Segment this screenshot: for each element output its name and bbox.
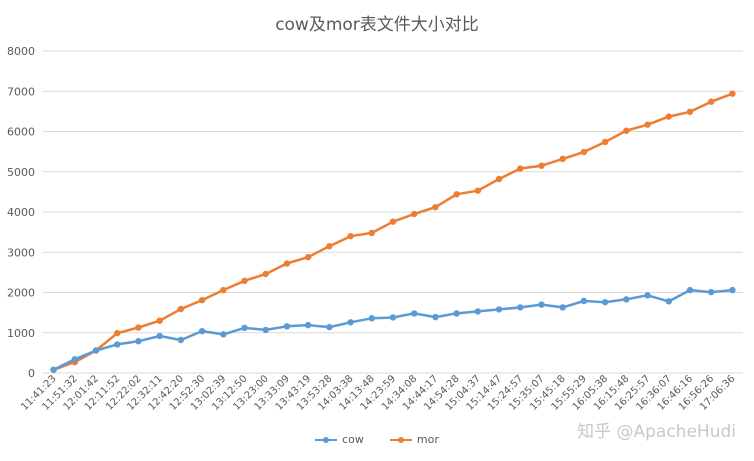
- data-point-mor: [411, 210, 418, 218]
- legend-swatch-mor: [389, 436, 412, 443]
- data-point-mor: [707, 98, 715, 105]
- data-point-cow: [50, 366, 57, 373]
- data-point-mor: [241, 277, 248, 285]
- data-point-cow: [347, 319, 354, 326]
- data-point-cow: [559, 304, 566, 311]
- data-point-cow: [474, 308, 482, 315]
- data-point-cow: [644, 292, 651, 299]
- legend-item-mor: mor: [389, 433, 439, 446]
- data-point-mor: [601, 138, 609, 146]
- y-tick-label: 0: [28, 367, 35, 380]
- series-mor: [50, 90, 736, 373]
- data-point-cow: [389, 314, 397, 321]
- data-point-mor: [580, 148, 588, 156]
- data-point-cow: [135, 338, 142, 345]
- data-point-cow: [432, 313, 439, 321]
- legend: cow mor: [0, 433, 754, 446]
- data-point-cow: [686, 286, 694, 294]
- data-point-cow: [707, 288, 715, 296]
- data-point-mor: [474, 187, 482, 194]
- data-point-mor: [453, 191, 460, 198]
- data-point-cow: [368, 315, 375, 322]
- legend-swatch-cow: [315, 436, 338, 443]
- data-point-cow: [411, 310, 418, 317]
- legend-item-cow: cow: [315, 433, 364, 446]
- data-point-mor: [198, 296, 206, 304]
- data-point-cow: [601, 298, 609, 306]
- legend-label-mor: mor: [416, 433, 439, 446]
- data-point-mor: [432, 203, 439, 211]
- data-point-cow: [495, 306, 503, 313]
- data-point-mor: [644, 121, 651, 128]
- data-point-mor: [326, 243, 333, 250]
- y-axis-ticks: 0 1000 2000 3000 4000 5000 6000 7000 8000: [7, 45, 35, 380]
- data-point-mor: [538, 162, 545, 169]
- data-point-cow: [580, 297, 588, 305]
- data-point-mor: [347, 232, 354, 240]
- watermark: 知乎 @ApacheHudi: [577, 422, 736, 442]
- x-axis-ticks: 11:41:2311:51:3212:01:4212:11:5212:22:02…: [19, 373, 737, 413]
- data-point-cow: [538, 301, 545, 308]
- data-point-mor: [729, 90, 736, 97]
- y-tick-label: 5000: [7, 166, 35, 179]
- data-point-cow: [665, 298, 672, 305]
- legend-label-cow: cow: [342, 433, 364, 446]
- data-point-cow: [220, 331, 227, 338]
- data-point-cow: [92, 347, 100, 354]
- data-point-cow: [198, 327, 206, 335]
- data-point-cow: [283, 323, 291, 330]
- data-point-mor: [559, 155, 566, 163]
- data-point-cow: [453, 310, 460, 317]
- data-point-mor: [135, 324, 142, 331]
- data-point-cow: [729, 286, 736, 294]
- data-point-cow: [241, 324, 248, 332]
- data-point-mor: [495, 175, 503, 183]
- data-point-mor: [665, 113, 672, 120]
- data-point-mor: [623, 127, 630, 134]
- data-point-mor: [686, 108, 694, 115]
- series-line-mor: [53, 92, 733, 371]
- data-point-mor: [177, 305, 185, 313]
- data-point-mor: [389, 218, 397, 225]
- data-point-mor: [283, 260, 291, 267]
- y-tick-label: 8000: [7, 45, 35, 58]
- data-point-cow: [114, 341, 121, 348]
- data-point-mor: [220, 286, 227, 294]
- data-point-cow: [623, 296, 630, 303]
- y-tick-label: 6000: [7, 126, 35, 139]
- data-point-cow: [177, 336, 185, 344]
- y-tick-label: 3000: [7, 246, 35, 259]
- data-point-cow: [517, 304, 524, 311]
- data-point-cow: [304, 321, 312, 329]
- data-point-cow: [156, 332, 163, 340]
- chart-title: cow及mor表文件大小对比: [275, 15, 479, 35]
- series-line-cow: [53, 288, 733, 371]
- y-tick-label: 7000: [7, 85, 35, 98]
- data-point-mor: [156, 317, 163, 324]
- data-point-mor: [517, 165, 524, 172]
- data-point-cow: [326, 323, 333, 331]
- data-point-mor: [262, 270, 269, 278]
- series-cow: [50, 286, 736, 373]
- y-tick-label: 1000: [7, 327, 35, 340]
- data-point-mor: [304, 253, 312, 261]
- y-tick-label: 2000: [7, 287, 35, 300]
- data-point-mor: [114, 329, 121, 337]
- data-point-cow: [262, 326, 269, 334]
- data-point-cow: [71, 356, 79, 363]
- data-point-mor: [368, 229, 375, 237]
- y-tick-label: 4000: [7, 206, 35, 219]
- series-layer: [50, 90, 736, 373]
